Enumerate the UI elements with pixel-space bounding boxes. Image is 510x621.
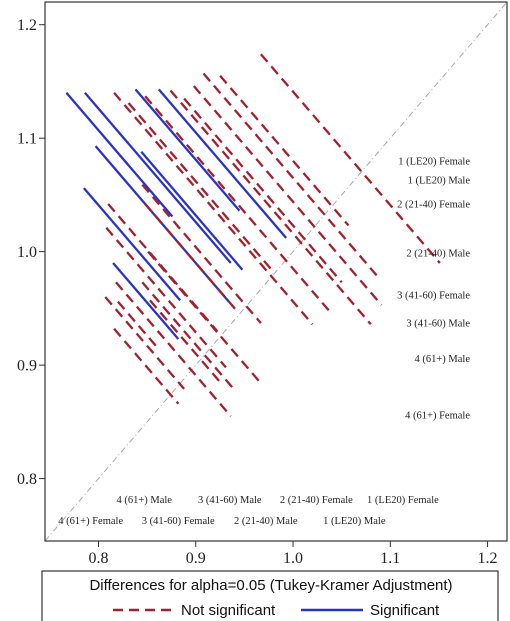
group-label-y-5: 3 (41-60) Male (406, 319, 470, 330)
group-label-y-3: 2 (21-40) Male (406, 248, 470, 259)
significant-segment-0 (65, 92, 174, 218)
x-tick-label-3: 1.1 (380, 550, 400, 567)
not-significant-segment-15 (149, 299, 221, 383)
plot-frame (44, 1, 508, 542)
group-label-x-0: 4 (61+) Male (116, 495, 172, 506)
group-label-x-3: 1 (LE20) Female (367, 495, 439, 506)
significant-segment-6 (83, 187, 182, 302)
legend-title: Differences for alpha=0.05 (Tukey-Kramer… (89, 577, 452, 594)
series-layer (65, 53, 441, 417)
y-tick-label-1: 0.9 (17, 358, 37, 375)
legend: Differences for alpha=0.05 (Tukey-Kramer… (41, 570, 499, 621)
group-label-y-4: 3 (41-60) Female (397, 290, 470, 301)
x-tick-label-2: 1.0 (283, 550, 303, 567)
significant-segment-2 (134, 88, 241, 212)
not-significant-segment-13 (147, 250, 262, 385)
group-label-layer: 1 (LE20) Female 1 (LE20) Male 2 (21-40) Fe… (58, 156, 470, 527)
not-significant-segment-9 (141, 183, 262, 324)
group-label-x-7: 1 (LE20) Male (323, 516, 386, 527)
group-label-x-2: 2 (21-40) Female (280, 495, 353, 506)
not-significant-segment-5 (183, 97, 343, 284)
not-significant-segment-16 (115, 281, 232, 417)
x-tick-label-4: 1.2 (478, 550, 498, 567)
group-label-y-0: 1 (LE20) Female (398, 156, 470, 167)
group-label-x-1: 3 (41-60) Male (198, 495, 262, 506)
not-significant-segment-2 (219, 75, 350, 227)
not-significant-segment-14 (141, 281, 237, 392)
group-label-x-6: 2 (21-40) Male (234, 516, 298, 527)
not-significant-segment-1 (202, 72, 382, 281)
significant-segment-4 (140, 151, 244, 271)
legend-label-not-significant: Not significant (181, 602, 276, 619)
not-significant-segment-10 (144, 203, 239, 313)
x-tick-label-1: 0.9 (186, 550, 206, 567)
not-significant-segment-18 (104, 296, 185, 390)
not-significant-segment-17 (113, 328, 180, 405)
group-label-x-5: 3 (41-60) Female (142, 516, 215, 527)
group-label-y-1: 1 (LE20) Male (408, 176, 471, 187)
y-tick-label-2: 1.0 (17, 244, 37, 261)
legend-label-significant: Significant (370, 602, 440, 619)
not-significant-segment-4 (169, 89, 372, 326)
x-tick-label-0: 0.8 (88, 550, 108, 567)
not-significant-segment-7 (113, 92, 314, 326)
reference-line-layer (44, 1, 508, 542)
y-tick-label-0: 0.8 (17, 471, 37, 488)
legend-frame (41, 570, 499, 621)
not-significant-segment-0 (260, 53, 441, 264)
significant-segment-7 (112, 262, 180, 340)
axis-layer: 0.8 0.9 1.0 1.1 1.2 0.8 0.9 1.0 1.1 1.2 (17, 17, 498, 567)
not-significant-segment-19 (117, 300, 157, 347)
not-significant-segment-12 (105, 227, 227, 369)
not-significant-segment-8 (127, 102, 272, 270)
group-label-y-2: 2 (21-40) Female (397, 199, 470, 210)
significant-segment-3 (157, 88, 288, 239)
significant-segment-1 (84, 92, 232, 264)
not-significant-segment-3 (192, 85, 383, 306)
significant-segment-5 (94, 145, 230, 303)
group-label-x-4: 4 (61+) Female (58, 516, 123, 527)
group-label-y-7: 4 (61+) Female (405, 411, 470, 422)
reference-diagonal-line (44, 1, 508, 542)
y-tick-label-4: 1.2 (17, 17, 37, 34)
y-tick-label-3: 1.1 (17, 131, 37, 148)
group-label-y-6: 4 (61+) Male (415, 354, 471, 365)
